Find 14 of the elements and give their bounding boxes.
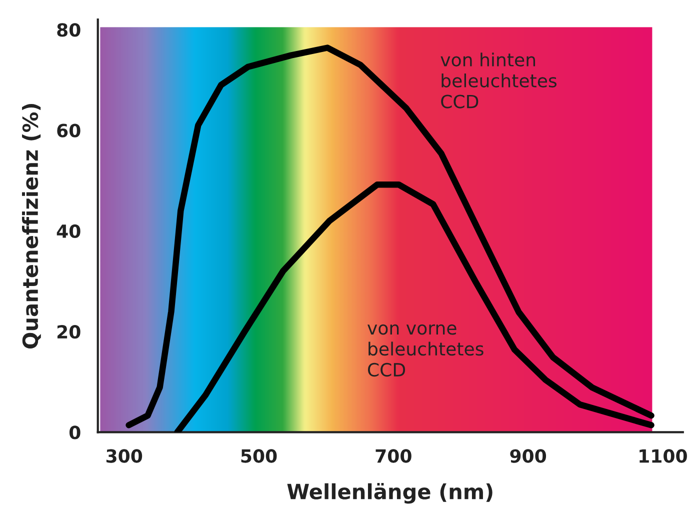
series-label: von vorne beleuchtetes CCD (368, 324, 484, 377)
y-axis-title: Quanteneffizienz (%) (22, 104, 41, 348)
y-tick-label: 40 (56, 224, 80, 238)
x-tick-label: 1100 (640, 449, 687, 463)
y-tick-label: 80 (57, 23, 80, 37)
x-tick-label: 300 (106, 449, 142, 463)
y-tick-label: 0 (69, 426, 80, 440)
x-axis-title: Wellenlänge (nm) (287, 483, 492, 504)
x-tick-label: 700 (376, 449, 412, 463)
x-tick-label: 500 (241, 449, 277, 463)
x-tick-label: 900 (510, 449, 546, 463)
series-label: von hinten beleuchtetes CCD (440, 52, 557, 108)
y-tick-label: 20 (57, 325, 80, 339)
y-tick-label: 60 (57, 124, 80, 138)
